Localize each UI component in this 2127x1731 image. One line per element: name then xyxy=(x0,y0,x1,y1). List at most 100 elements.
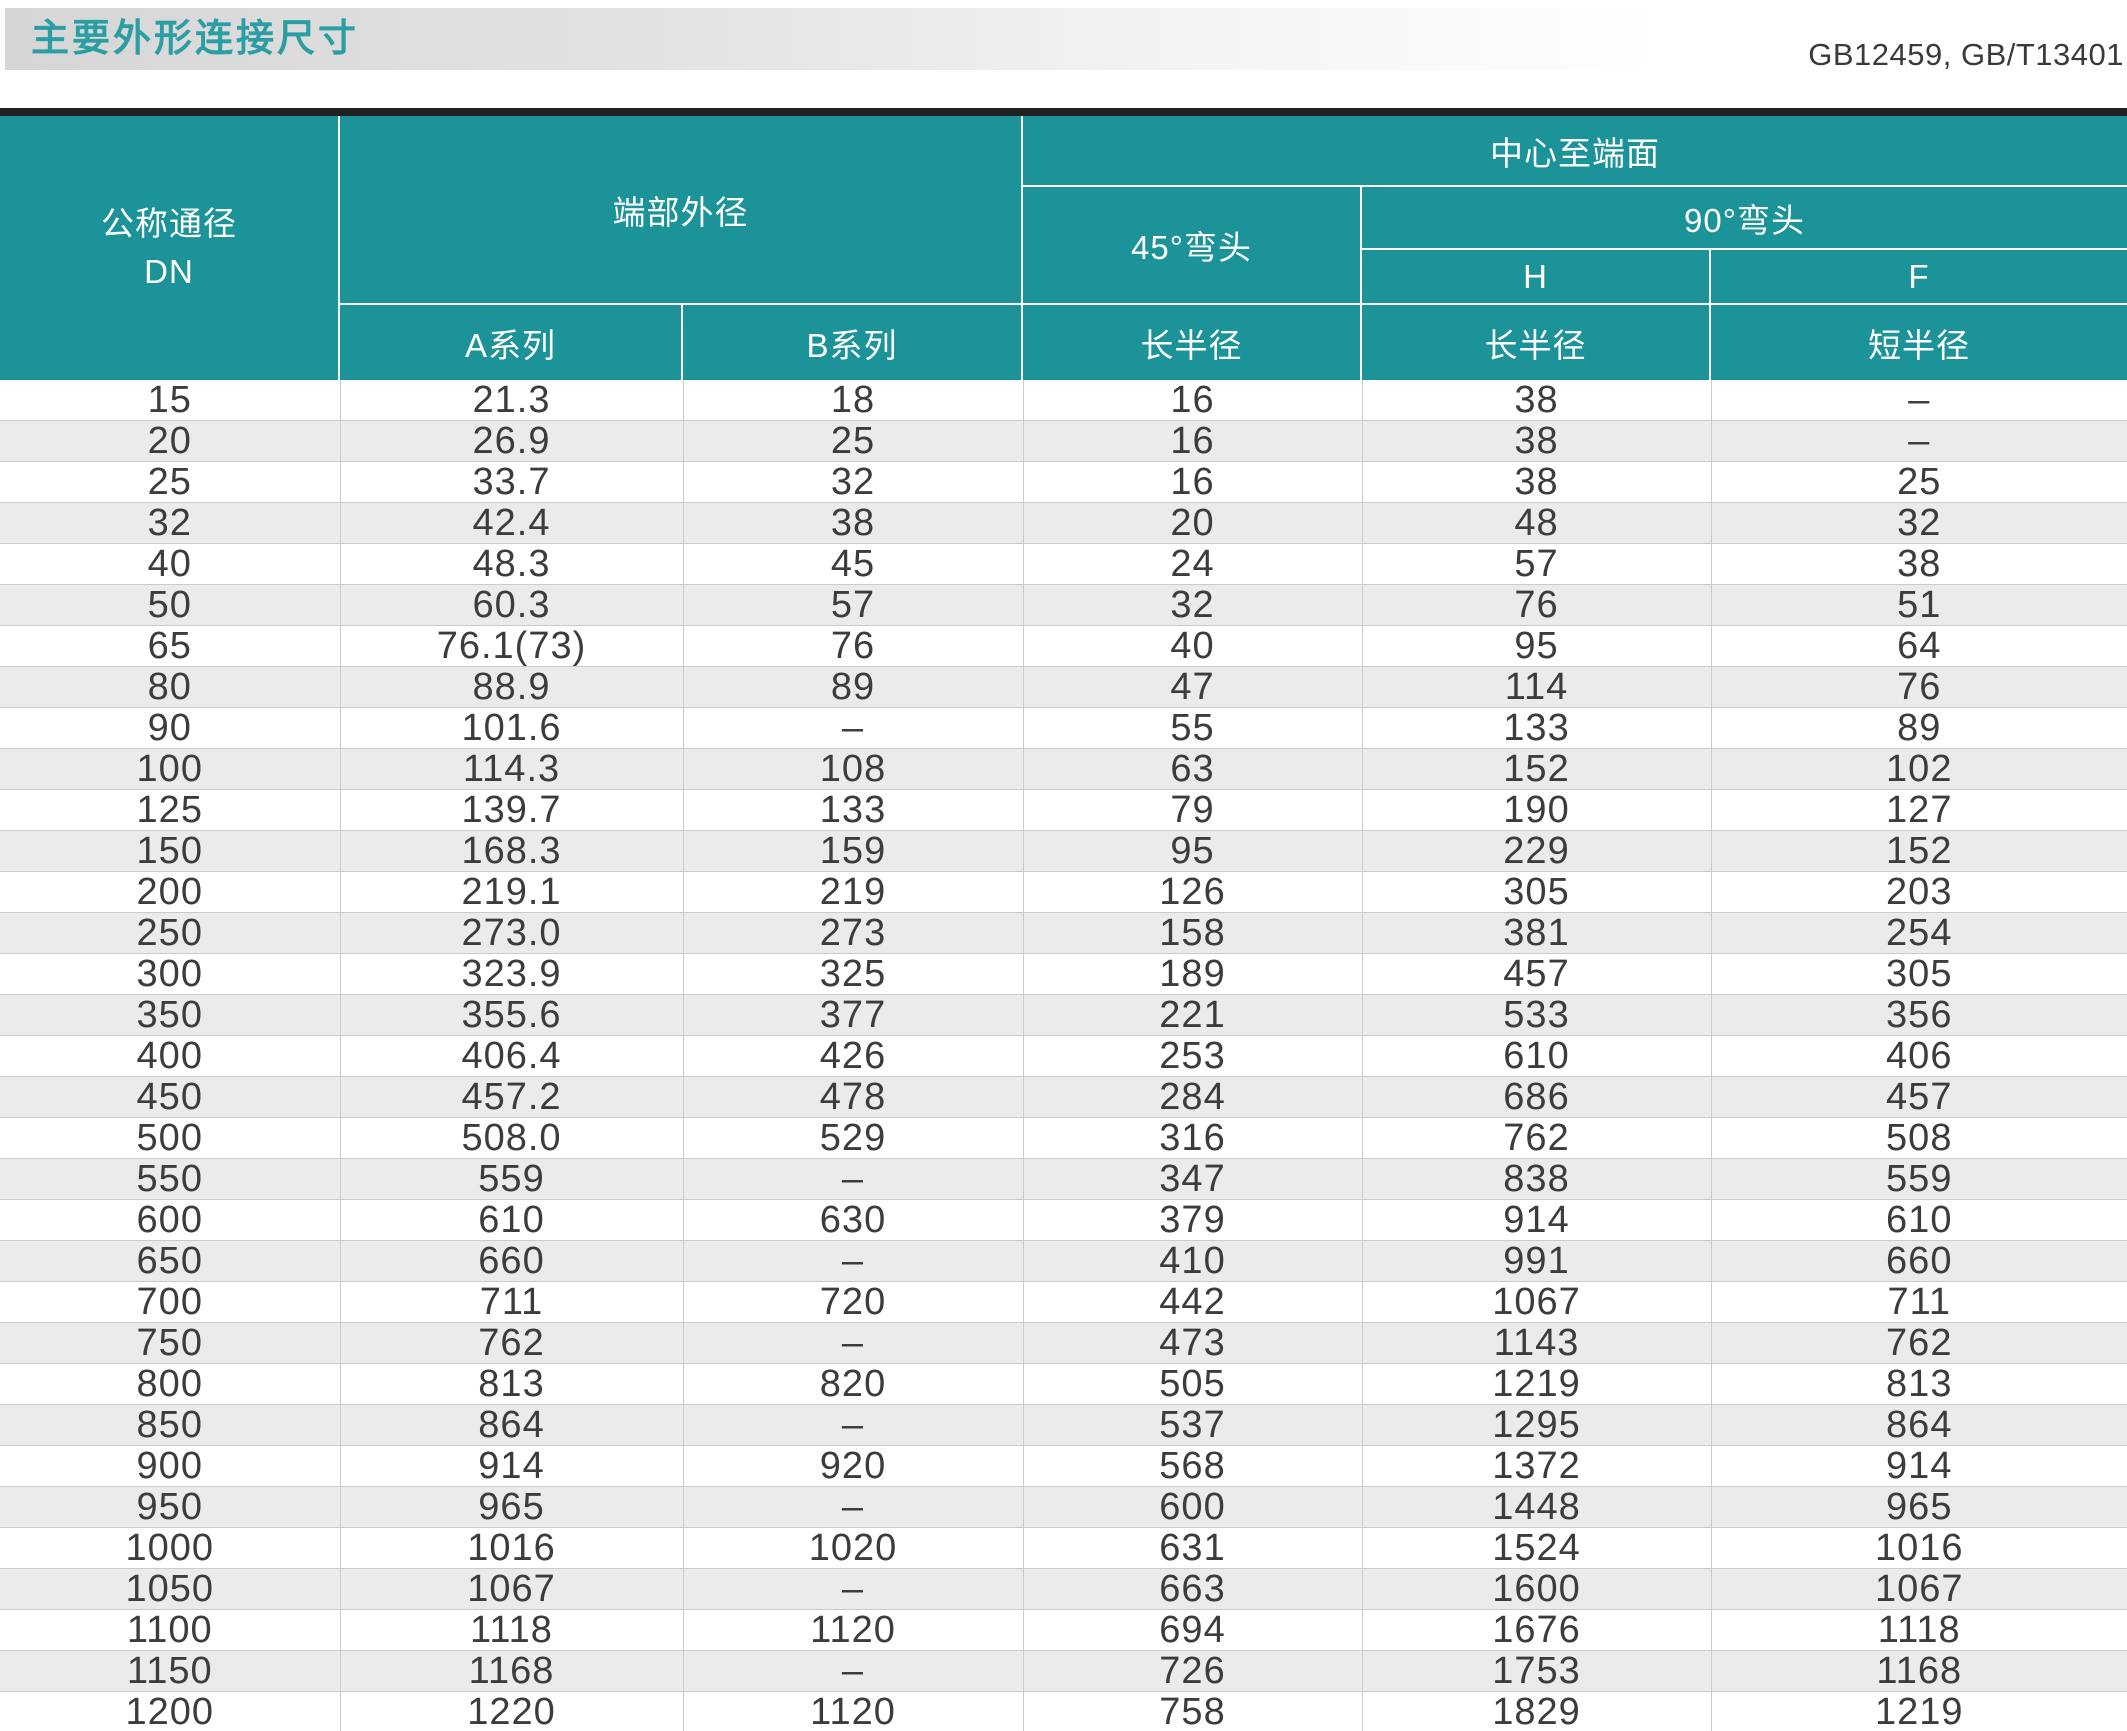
table-row: 600 610 630 379 914 610 xyxy=(0,1199,2127,1241)
table-cell: 559 xyxy=(1710,1158,2127,1200)
table-cell: 965 xyxy=(339,1486,684,1528)
table-cell: 48 xyxy=(1361,502,1712,544)
table-row: 700 711 720 442 1067 711 xyxy=(0,1281,2127,1323)
table-cell: 750 xyxy=(0,1322,341,1364)
table-cell: 273 xyxy=(682,912,1024,954)
table-cell: 40 xyxy=(0,543,341,585)
table-cell: 457.2 xyxy=(339,1076,684,1118)
table-cell: 152 xyxy=(1710,830,2127,872)
table-cell: 457 xyxy=(1710,1076,2127,1118)
table-cell: 273.0 xyxy=(339,912,684,954)
header-nominal-diameter: 公称通径 DN xyxy=(0,116,338,380)
table-body-table: 15 21.3 18 16 38–20 26.9 25 16 38–25 33.7 32 16 38 25… xyxy=(0,380,2127,1731)
table-cell: 76 xyxy=(1361,584,1712,626)
table-cell: 133 xyxy=(1361,707,1712,749)
table-cell: 203 xyxy=(1710,871,2127,913)
table-cell: 650 xyxy=(0,1240,341,1282)
table-cell: 38 xyxy=(682,502,1024,544)
table-row: 300 323.9 325 189 457 305 xyxy=(0,953,2127,995)
table-row: 65 76.1(73) 76 40 95 64 xyxy=(0,625,2127,667)
table-cell: 1372 xyxy=(1361,1445,1712,1487)
table-row: 150 168.3 159 95 229 152 xyxy=(0,830,2127,872)
table-row: 350 355.6 377 221 533 356 xyxy=(0,994,2127,1036)
table-cell: 965 xyxy=(1710,1486,2127,1528)
table-cell: 18 xyxy=(682,380,1024,421)
table-cell: 1143 xyxy=(1361,1322,1712,1364)
table-cell: 1219 xyxy=(1710,1691,2127,1731)
table-cell: 33.7 xyxy=(339,461,684,503)
table-cell: 323.9 xyxy=(339,953,684,995)
table-cell: 711 xyxy=(1710,1281,2127,1323)
table-cell: 76.1(73) xyxy=(339,625,684,667)
table-cell: 630 xyxy=(682,1199,1024,1241)
table-row: 450 457.2 478 284 686 457 xyxy=(0,1076,2127,1118)
table-cell: 200 xyxy=(0,871,341,913)
table-cell: 25 xyxy=(682,420,1024,462)
table-cell: 229 xyxy=(1361,830,1712,872)
table-cell: – xyxy=(682,1404,1024,1446)
table-cell: 51 xyxy=(1710,584,2127,626)
table-cell: 48.3 xyxy=(339,543,684,585)
table-cell: 190 xyxy=(1361,789,1712,831)
table-cell: 24 xyxy=(1022,543,1363,585)
header-long-radius-h: 长半径 xyxy=(1362,305,1709,380)
table-cell: 25 xyxy=(0,461,341,503)
table-cell: 1016 xyxy=(339,1527,684,1569)
table-cell: 914 xyxy=(339,1445,684,1487)
table-cell: 762 xyxy=(1361,1117,1712,1159)
table-cell: 377 xyxy=(682,994,1024,1036)
header-series-a: A系列 xyxy=(340,305,681,380)
table-row: 200 219.1 219 126 305 203 xyxy=(0,871,2127,913)
table-cell: 325 xyxy=(682,953,1024,995)
header-elbow-45: 45°弯头 xyxy=(1023,187,1360,303)
table-cell: 711 xyxy=(339,1281,684,1323)
table-cell: 15 xyxy=(0,380,341,421)
table-row: 125 139.7 133 79 190 127 xyxy=(0,789,2127,831)
table-cell: 102 xyxy=(1710,748,2127,790)
table-cell: 20 xyxy=(0,420,341,462)
table-cell: 726 xyxy=(1022,1650,1363,1692)
table-cell: – xyxy=(1710,380,2127,421)
table-cell: 505 xyxy=(1022,1363,1363,1405)
table-cell: 1067 xyxy=(1710,1568,2127,1610)
table-cell: 1676 xyxy=(1361,1609,1712,1651)
table-cell: – xyxy=(682,1322,1024,1364)
table-row: 1100 1118 1120 694 1676 1118 xyxy=(0,1609,2127,1651)
table-cell: 133 xyxy=(682,789,1024,831)
table-cell: 100 xyxy=(0,748,341,790)
table-row: 850 864–537 1295 864 xyxy=(0,1404,2127,1446)
table-cell: 533 xyxy=(1361,994,1712,1036)
table-cell: 32 xyxy=(1710,502,2127,544)
table-cell: 529 xyxy=(682,1117,1024,1159)
table-cell: 381 xyxy=(1361,912,1712,954)
table-row: 20 26.9 25 16 38– xyxy=(0,420,2127,462)
table-cell: 508.0 xyxy=(339,1117,684,1159)
table-cell: 89 xyxy=(682,666,1024,708)
table-cell: 1150 xyxy=(0,1650,341,1692)
table-cell: 300 xyxy=(0,953,341,995)
table-cell: 610 xyxy=(339,1199,684,1241)
table-cell: 820 xyxy=(682,1363,1024,1405)
table-cell: 1753 xyxy=(1361,1650,1712,1692)
table-cell: 660 xyxy=(1710,1240,2127,1282)
table-cell: 600 xyxy=(1022,1486,1363,1528)
table-cell: 355.6 xyxy=(339,994,684,1036)
table-row: 40 48.3 45 24 57 38 xyxy=(0,543,2127,585)
table-cell: – xyxy=(682,1568,1024,1610)
table-cell: 90 xyxy=(0,707,341,749)
table-cell: 1219 xyxy=(1361,1363,1712,1405)
table-row: 100 114.3 108 63 152 102 xyxy=(0,748,2127,790)
table-row: 32 42.4 38 20 48 32 xyxy=(0,502,2127,544)
table-row: 950 965–600 1448 965 xyxy=(0,1486,2127,1528)
header-short-radius-f: 短半径 xyxy=(1711,305,2127,380)
table-cell: – xyxy=(682,1158,1024,1200)
table-cell: 508 xyxy=(1710,1117,2127,1159)
table-cell: 700 xyxy=(0,1281,341,1323)
table-cell: 426 xyxy=(682,1035,1024,1077)
table-row: 1000 1016 1020 631 1524 1016 xyxy=(0,1527,2127,1569)
header-long-radius-45: 长半径 xyxy=(1023,305,1360,380)
table-cell: 559 xyxy=(339,1158,684,1200)
table-cell: 631 xyxy=(1022,1527,1363,1569)
table-row: 25 33.7 32 16 38 25 xyxy=(0,461,2127,503)
table-cell: 1067 xyxy=(339,1568,684,1610)
